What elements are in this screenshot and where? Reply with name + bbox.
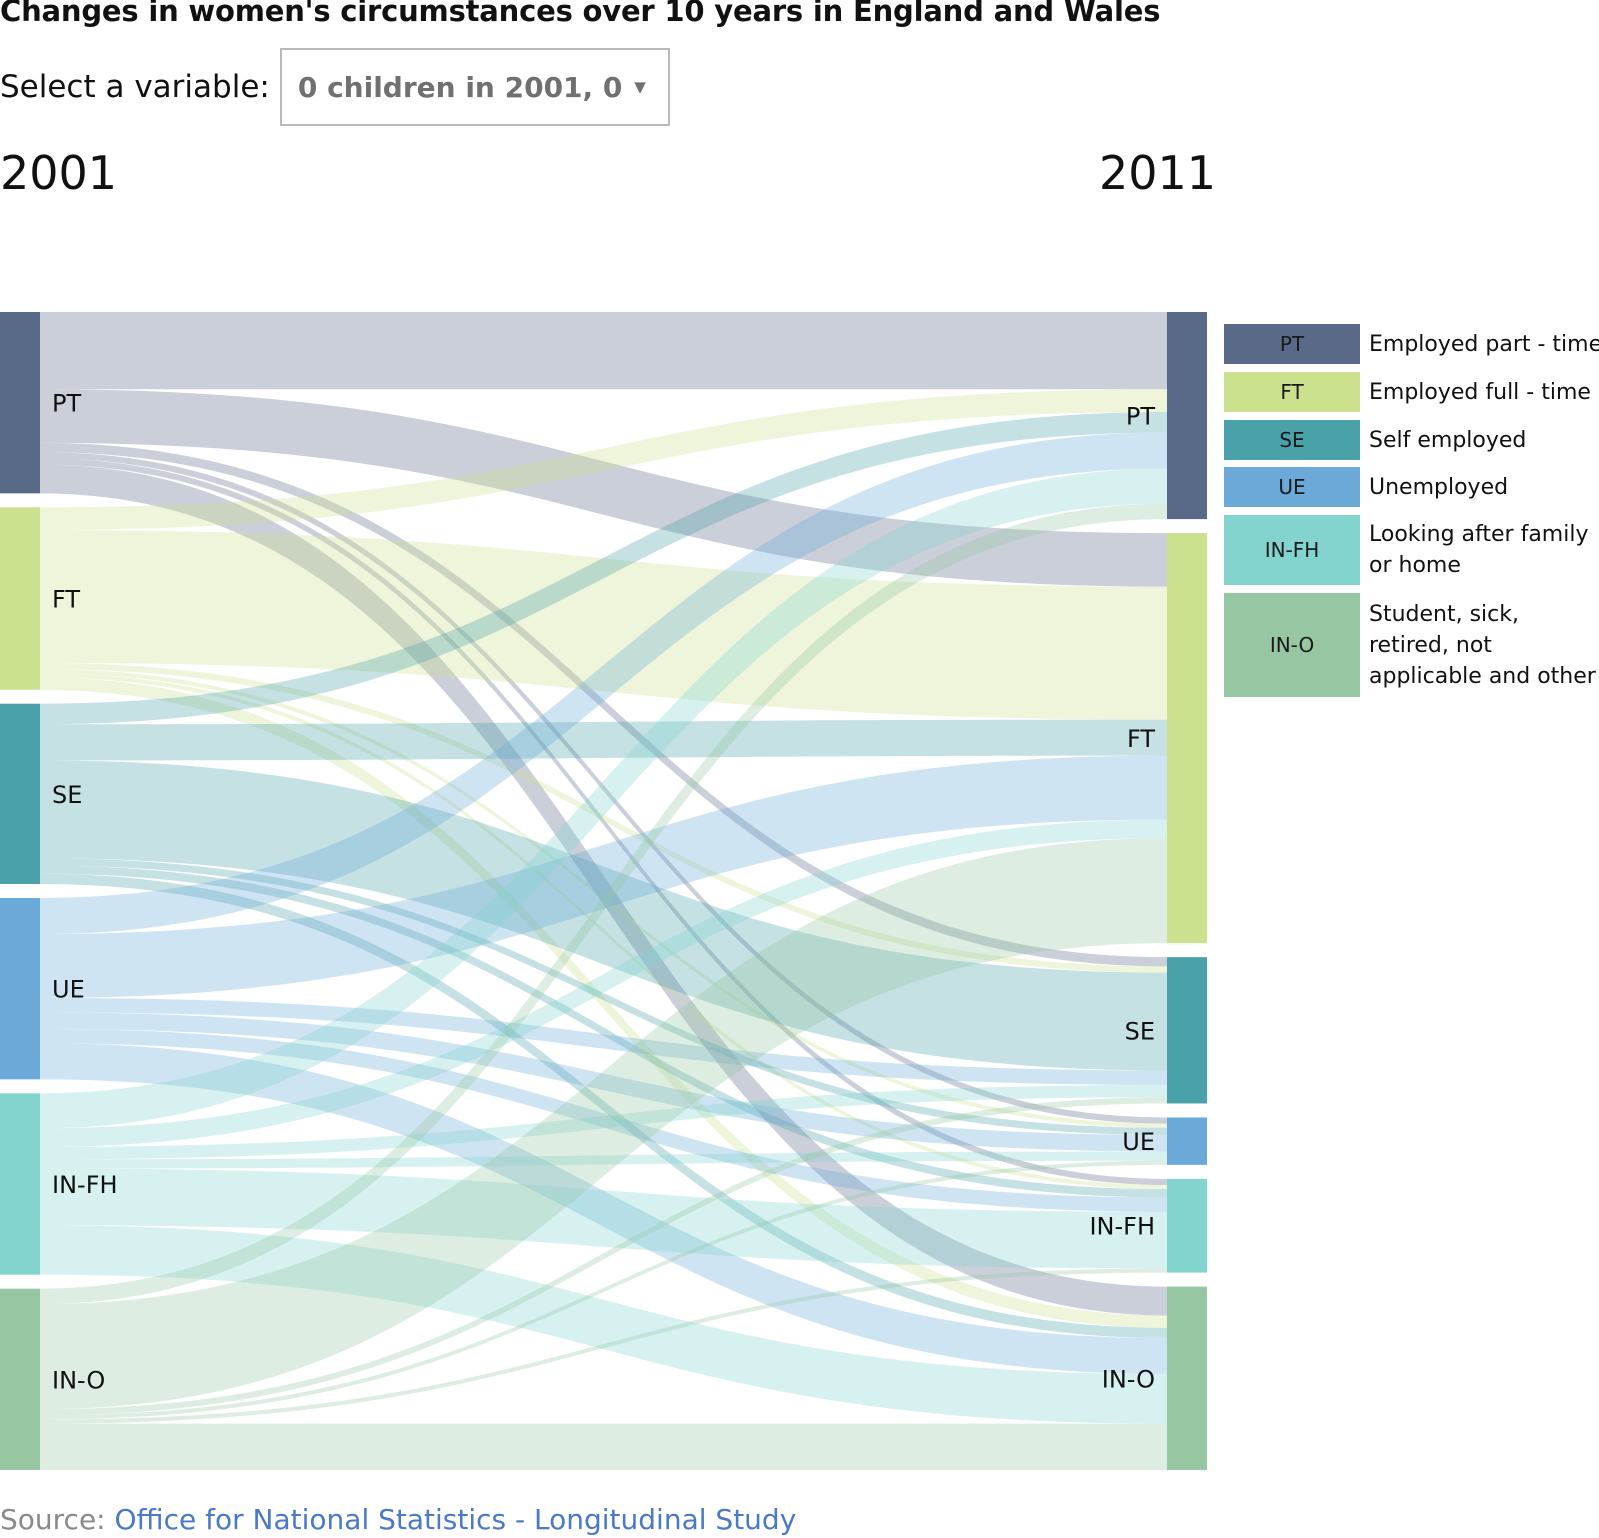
sankey-chart: PT FT SE UE IN-FH IN-O PT FT SE UE IN-FH IN-O [0, 312, 1207, 1470]
sankey-node-label-left-in-fh: IN-FH [52, 1171, 118, 1199]
sankey-flow-ft-to-in-fh[interactable] [40, 673, 1167, 1190]
sankey-node-right-in-o[interactable] [1167, 1286, 1207, 1470]
sankey-flow-pt-to-in-o[interactable] [40, 464, 1167, 1316]
variable-dropdown-value: 0 children in 2001, 0 ... [297, 70, 635, 104]
sankey-flow-se-to-ue[interactable] [40, 858, 1167, 1135]
source-prefix: Source: [0, 1503, 106, 1536]
sankey-flow-in-o-to-ue[interactable] [40, 1160, 1167, 1420]
sankey-links [40, 312, 1167, 1470]
sankey-flow-ue-to-se[interactable] [40, 997, 1167, 1085]
sankey-flow-ft-to-pt[interactable] [40, 389, 1167, 530]
sankey-flow-in-fh-to-in-o[interactable] [40, 1225, 1167, 1424]
sankey-flow-ue-to-ft[interactable] [40, 755, 1167, 998]
sankey-flow-pt-to-ue[interactable] [40, 452, 1167, 1124]
sankey-flow-pt-to-in-fh[interactable] [40, 458, 1167, 1186]
sankey-flow-in-o-to-in-fh[interactable] [40, 1268, 1167, 1424]
sankey-flow-in-o-to-in-o[interactable] [40, 1423, 1167, 1470]
sankey-node-right-se[interactable] [1167, 957, 1207, 1104]
sankey-flow-in-o-to-ft[interactable] [40, 838, 1167, 1410]
variable-dropdown[interactable]: 0 children in 2001, 0 ... ▼ [279, 48, 670, 126]
legend-label-in-fh: Looking after family or home [1369, 522, 1589, 578]
sankey-node-right-ue[interactable] [1167, 1117, 1207, 1165]
legend-swatch-pt: PT [1224, 324, 1360, 364]
legend-item-in-fh: IN-FH Looking after family or home [1224, 515, 1599, 585]
sankey-flow-se-to-ft[interactable] [40, 719, 1167, 761]
sankey-flow-se-to-se[interactable] [40, 760, 1167, 1071]
sankey-node-label-right-se: SE [1125, 1017, 1155, 1045]
sankey-node-left-ue[interactable] [0, 898, 40, 1080]
sankey-node-left-in-o[interactable] [0, 1288, 40, 1470]
legend-label-in-o: Student, sick, retired, not applicable a… [1369, 601, 1596, 689]
legend-swatch-se: SE [1224, 420, 1360, 460]
sankey-flow-ft-to-in-o[interactable] [40, 677, 1167, 1328]
sankey-node-left-in-fh[interactable] [0, 1093, 40, 1275]
sankey-flow-ft-to-ue[interactable] [40, 669, 1167, 1128]
sankey-node-right-in-fh[interactable] [1167, 1178, 1207, 1273]
sankey-node-label-right-in-fh: IN-FH [1089, 1213, 1155, 1241]
sankey-flow-in-fh-to-ue[interactable] [40, 1151, 1167, 1169]
sankey-flow-pt-to-pt[interactable] [40, 312, 1167, 390]
sankey-flow-in-fh-to-se[interactable] [40, 1084, 1167, 1160]
legend-swatch-ue: UE [1224, 467, 1360, 507]
legend-label-pt: Employed part - time [1369, 331, 1599, 357]
legend-label-se: Self employed [1369, 427, 1527, 453]
legend-item-in-o: IN-O Student, sick, retired, not applicab… [1224, 593, 1599, 697]
sankey-node-left-se[interactable] [0, 703, 40, 884]
year-label-2011: 2011 [1099, 146, 1217, 200]
sankey-flow-pt-to-ft[interactable] [40, 389, 1167, 587]
legend-swatch-in-fh: IN-FH [1224, 515, 1360, 585]
sankey-flow-ft-to-se[interactable] [40, 662, 1167, 973]
sankey-flow-ft-to-ft[interactable] [40, 530, 1167, 720]
variable-selector-label: Select a variable: [0, 69, 270, 105]
sankey-node-label-right-in-o: IN-O [1102, 1365, 1155, 1393]
sankey-node-right-pt[interactable] [1167, 312, 1207, 520]
source-link[interactable]: Office for National Statistics - Longitu… [114, 1503, 797, 1536]
variable-selector-row: Select a variable: 0 children in 2001, 0… [0, 47, 670, 127]
sankey-node-label-right-pt: PT [1126, 403, 1155, 431]
year-label-2001: 2001 [0, 146, 118, 200]
sankey-node-label-left-in-o: IN-O [52, 1366, 105, 1394]
legend-label-ft: Employed full - time [1369, 379, 1591, 405]
sankey-node-label-right-ue: UE [1122, 1128, 1155, 1156]
sankey-flow-in-fh-to-pt[interactable] [40, 468, 1167, 1129]
sankey-node-label-right-ft: FT [1127, 725, 1155, 753]
sankey-flow-in-fh-to-in-fh[interactable] [40, 1168, 1167, 1269]
sankey-node-label-left-pt: PT [52, 390, 81, 418]
legend-swatch-ft: FT [1224, 372, 1360, 412]
legend-item-ue: UE Unemployed [1224, 467, 1599, 507]
legend-label-ue: Unemployed [1369, 474, 1509, 500]
sankey-node-right-ft[interactable] [1167, 533, 1207, 944]
sankey-flow-ue-to-ue[interactable] [40, 1012, 1167, 1152]
sankey-flow-in-o-to-pt[interactable] [40, 503, 1167, 1305]
sankey-flow-se-to-in-o[interactable] [40, 873, 1167, 1339]
sankey-flow-in-o-to-se[interactable] [40, 1097, 1167, 1416]
sankey-node-left-ft[interactable] [0, 507, 40, 690]
sankey-flow-se-to-pt[interactable] [40, 411, 1167, 725]
sankey-node-label-left-se: SE [52, 781, 82, 809]
chevron-down-icon: ▼ [634, 78, 646, 96]
legend-swatch-in-o: IN-O [1224, 593, 1360, 697]
sankey-node-label-left-ft: FT [52, 586, 80, 614]
legend-item-pt: PT Employed part - time [1224, 324, 1599, 364]
legend-item-se: SE Self employed [1224, 420, 1599, 460]
chart-title: Changes in women's circumstances over 10… [0, 0, 1161, 28]
sankey-flow-pt-to-se[interactable] [40, 442, 1167, 967]
sankey-flow-se-to-in-fh[interactable] [40, 865, 1167, 1198]
legend-item-ft: FT Employed full - time [1224, 372, 1599, 412]
sankey-flow-ue-to-in-fh[interactable] [40, 1028, 1167, 1212]
source-line: Source: Office for National Statistics -… [0, 1503, 796, 1536]
sankey-flow-ue-to-in-o[interactable] [40, 1043, 1167, 1375]
sankey-flow-ue-to-pt[interactable] [40, 432, 1167, 935]
sankey-node-left-pt[interactable] [0, 312, 40, 494]
sankey-node-label-left-ue: UE [52, 976, 85, 1004]
sankey-flow-in-fh-to-ft[interactable] [40, 819, 1167, 1147]
